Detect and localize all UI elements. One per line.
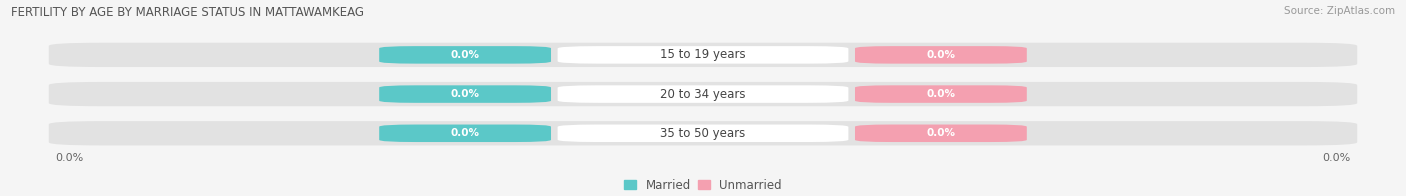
FancyBboxPatch shape	[49, 82, 1357, 106]
Text: 0.0%: 0.0%	[927, 89, 956, 99]
Legend: Married, Unmarried: Married, Unmarried	[624, 179, 782, 192]
FancyBboxPatch shape	[380, 46, 551, 64]
FancyBboxPatch shape	[558, 46, 848, 64]
Text: Source: ZipAtlas.com: Source: ZipAtlas.com	[1284, 6, 1395, 16]
FancyBboxPatch shape	[49, 43, 1357, 67]
Text: 0.0%: 0.0%	[450, 128, 479, 138]
Text: FERTILITY BY AGE BY MARRIAGE STATUS IN MATTAWAMKEAG: FERTILITY BY AGE BY MARRIAGE STATUS IN M…	[11, 6, 364, 19]
Text: 0.0%: 0.0%	[55, 152, 83, 163]
Text: 0.0%: 0.0%	[450, 50, 479, 60]
Text: 0.0%: 0.0%	[927, 128, 956, 138]
Text: 35 to 50 years: 35 to 50 years	[661, 127, 745, 140]
Text: 0.0%: 0.0%	[927, 50, 956, 60]
FancyBboxPatch shape	[855, 46, 1026, 64]
FancyBboxPatch shape	[855, 85, 1026, 103]
Text: 15 to 19 years: 15 to 19 years	[661, 48, 745, 61]
FancyBboxPatch shape	[380, 124, 551, 142]
FancyBboxPatch shape	[855, 124, 1026, 142]
FancyBboxPatch shape	[558, 124, 848, 142]
Text: 0.0%: 0.0%	[1323, 152, 1351, 163]
FancyBboxPatch shape	[49, 121, 1357, 145]
FancyBboxPatch shape	[558, 85, 848, 103]
FancyBboxPatch shape	[380, 85, 551, 103]
Text: 0.0%: 0.0%	[450, 89, 479, 99]
Text: 20 to 34 years: 20 to 34 years	[661, 88, 745, 101]
